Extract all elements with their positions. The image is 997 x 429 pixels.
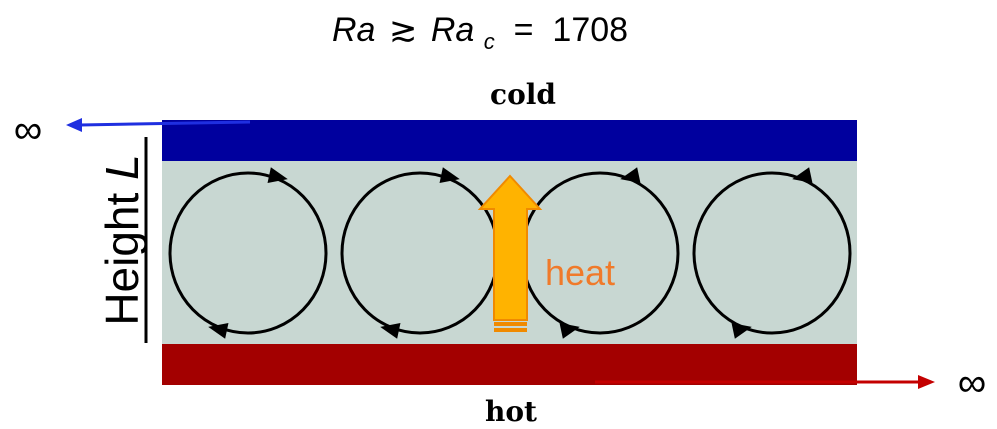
convection-arrowhead-1-top <box>267 167 288 183</box>
heat-arrow <box>477 174 543 332</box>
convection-arrowhead-2-bottom <box>380 323 401 339</box>
right-extent-arrowhead <box>918 375 935 389</box>
heat-arrow-base-stripe <box>494 328 527 332</box>
convection-cell-1 <box>168 171 328 335</box>
convection-arrowhead-4-top <box>792 167 813 183</box>
height-label-var: L <box>96 154 148 180</box>
infinity-left-symbol: ∞ <box>14 108 43 152</box>
height-label: Height L <box>96 137 148 343</box>
convection-arrowhead-4-bottom <box>731 323 752 339</box>
cold-label: cold <box>490 78 556 111</box>
convection-arrowhead-3-top <box>620 167 641 183</box>
left-extent-arrowhead <box>66 118 82 132</box>
equation-relation: ≳ <box>389 11 418 49</box>
convection-cell-4 <box>692 171 852 335</box>
equation-equals: = <box>504 11 543 49</box>
heat-arrow-base-stripe <box>494 322 527 326</box>
convection-arrowhead-3-bottom <box>559 323 580 339</box>
equation-rhs-subscript: c <box>484 29 495 54</box>
height-label-text: Height <box>96 180 148 326</box>
equation-lhs: Ra <box>332 11 375 49</box>
equation-rhs: Ra <box>431 11 474 49</box>
cold-plate <box>162 120 857 161</box>
svg-text:Height L: Height L <box>96 154 148 325</box>
convection-cells <box>168 167 852 339</box>
heat-label: heat <box>545 252 615 293</box>
left-extent-arrow <box>79 120 251 127</box>
equation: Ra ≳ Ra c = 1708 <box>332 11 628 57</box>
convection-arrowhead-1-bottom <box>208 323 229 339</box>
hot-label: hot <box>485 395 537 428</box>
infinity-right-symbol: ∞ <box>958 361 987 405</box>
heat-arrow-shape <box>477 174 543 321</box>
convection-arrowhead-2-top <box>439 167 460 183</box>
equation-value: 1708 <box>552 11 628 49</box>
hot-plate <box>162 344 857 385</box>
